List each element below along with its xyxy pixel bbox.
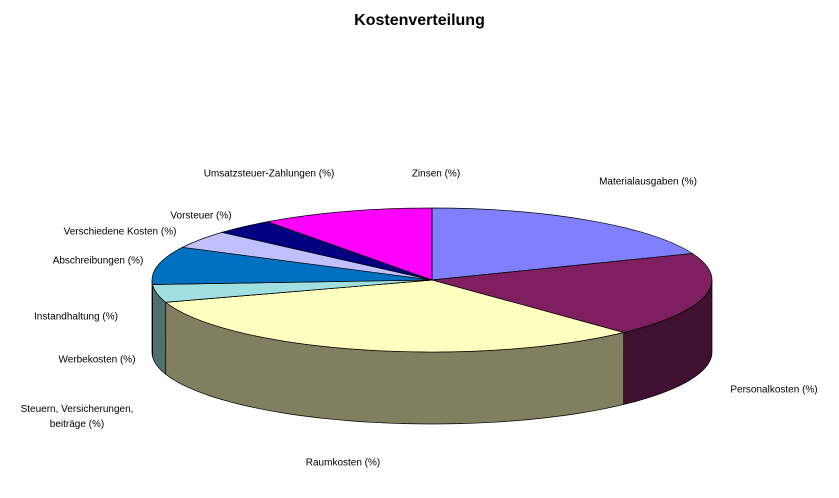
- slice-label: Umsatzsteuer-Zahlungen (%): [203, 168, 335, 180]
- pie-slice: [151, 246, 433, 285]
- slice-label: Materialausgaben (%): [599, 176, 697, 188]
- pie-side: [151, 280, 153, 357]
- pie-slice: [164, 279, 624, 353]
- pie-slice: [431, 207, 694, 281]
- slice-label: Personalkosten (%): [730, 384, 818, 396]
- slice-label: Raumkosten (%): [305, 457, 381, 469]
- slice-label: Verschiedene Kosten (%): [63, 226, 177, 238]
- slice-label: Instandhaltung (%): [34, 311, 118, 323]
- slice-label: Abschreibungen (%): [52, 255, 144, 267]
- chart-title: Kostenverteilung: [354, 12, 485, 29]
- pie-slice: [431, 253, 713, 333]
- pie-slice: [266, 207, 433, 281]
- slice-label: Vorsteuer (%): [170, 210, 232, 222]
- slice-label: Steuern, Versicherungen, beiträge (%): [20, 404, 134, 430]
- slice-label: Zinsen (%): [411, 168, 461, 180]
- slice-label: Werbekosten (%): [58, 354, 136, 366]
